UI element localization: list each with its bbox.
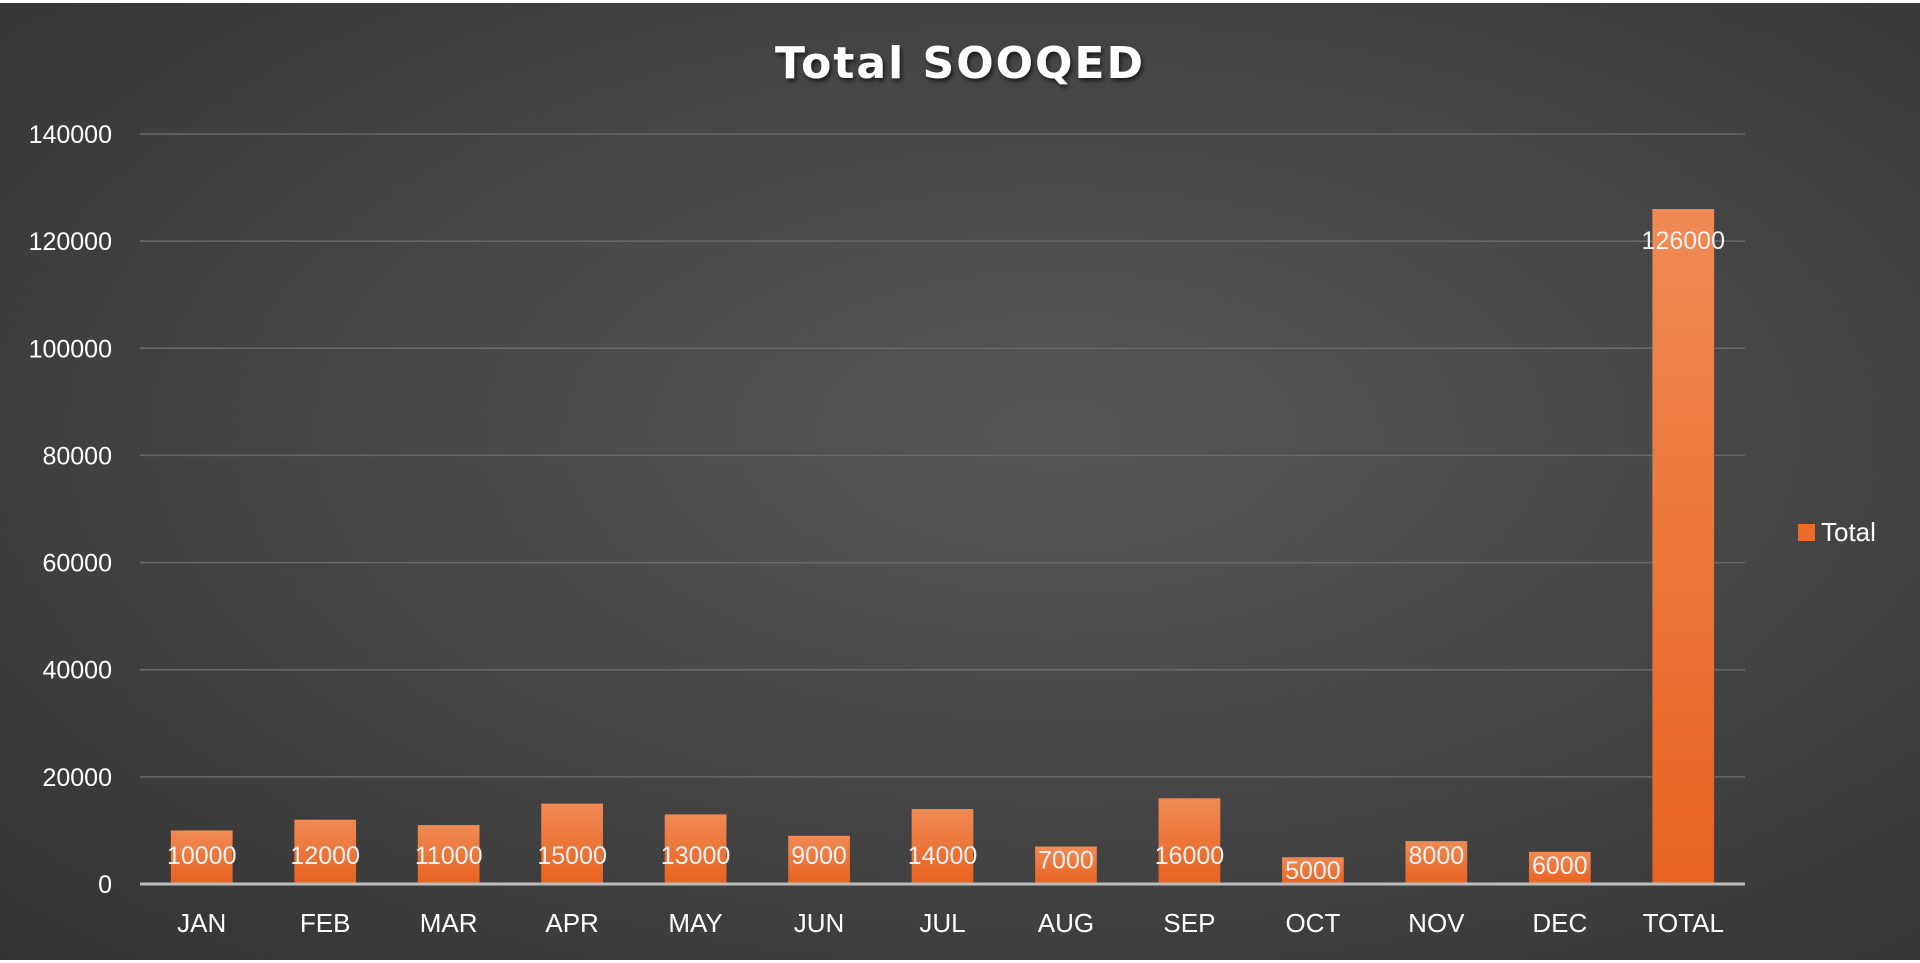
bar-may bbox=[664, 814, 727, 884]
legend: Total bbox=[1798, 517, 1876, 547]
legend-swatch bbox=[1798, 524, 1815, 541]
data-label-apr: 15000 bbox=[537, 842, 607, 870]
y-axis-tick-labels: 0 20000 40000 60000 80000 100000 120000 140000 bbox=[29, 121, 112, 899]
x-category-label-apr: APR bbox=[545, 908, 598, 938]
bar-nov bbox=[1405, 841, 1468, 884]
x-category-label-jan: JAN bbox=[177, 908, 226, 938]
chart-area: Total SOOQED 0 20000 40000 60000 80000 100000… bbox=[0, 3, 1920, 960]
x-category-label-may: MAY bbox=[668, 908, 722, 938]
chart-title: Total SOOQED bbox=[775, 38, 1145, 89]
bar-jan bbox=[170, 830, 233, 884]
bar-total bbox=[1652, 209, 1715, 884]
bars bbox=[170, 209, 1715, 884]
y-tick-label: 40000 bbox=[42, 657, 112, 685]
y-tick-label: 0 bbox=[98, 871, 112, 899]
bar-feb bbox=[294, 819, 357, 884]
bar-oct bbox=[1282, 857, 1344, 884]
y-tick-label: 80000 bbox=[42, 442, 112, 470]
y-tick-label: 60000 bbox=[42, 550, 112, 578]
x-category-label-total: TOTAL bbox=[1643, 908, 1724, 938]
data-label-total: 126000 bbox=[1642, 227, 1725, 255]
bar-mar bbox=[417, 825, 480, 884]
x-category-label-jun: JUN bbox=[794, 908, 845, 938]
bar-dec bbox=[1528, 851, 1591, 884]
bar-jun bbox=[788, 835, 850, 884]
data-label-sep: 16000 bbox=[1155, 842, 1225, 870]
data-label-mar: 11000 bbox=[415, 842, 483, 870]
x-category-label-jul: JUL bbox=[919, 908, 965, 938]
x-category-label-feb: FEB bbox=[300, 908, 351, 938]
data-label-dec: 6000 bbox=[1532, 852, 1588, 880]
data-label-feb: 12000 bbox=[290, 842, 360, 870]
y-tick-label: 20000 bbox=[42, 764, 112, 792]
x-category-label-mar: MAR bbox=[420, 908, 478, 938]
data-labels: 10000 12000 11000 15000 13000 9000 14000 7000 16… bbox=[167, 227, 1725, 885]
y-tick-label: 100000 bbox=[29, 335, 112, 363]
legend-label-total: Total bbox=[1821, 517, 1876, 547]
y-tick-label: 140000 bbox=[29, 121, 112, 149]
data-label-jul: 14000 bbox=[908, 842, 978, 870]
x-category-label-sep: SEP bbox=[1163, 908, 1215, 938]
x-category-label-dec: DEC bbox=[1532, 908, 1587, 938]
x-axis-category-labels: JAN FEB MAR APR MAY JUN JUL AUG SEP OCT NOV DEC TOTA… bbox=[177, 908, 1724, 938]
data-label-aug: 7000 bbox=[1038, 847, 1094, 875]
data-label-may: 13000 bbox=[661, 842, 731, 870]
y-tick-label: 120000 bbox=[29, 228, 112, 256]
bar-apr bbox=[541, 803, 603, 884]
x-category-label-nov: NOV bbox=[1408, 908, 1465, 938]
x-category-label-aug: AUG bbox=[1038, 908, 1094, 938]
bar-jul bbox=[911, 809, 974, 884]
gridlines bbox=[140, 133, 1745, 778]
bar-sep bbox=[1158, 798, 1221, 884]
data-label-oct: 5000 bbox=[1285, 857, 1341, 885]
x-category-label-oct: OCT bbox=[1285, 908, 1340, 938]
data-label-jun: 9000 bbox=[791, 842, 847, 870]
data-label-jan: 10000 bbox=[167, 842, 237, 870]
data-label-nov: 8000 bbox=[1409, 842, 1465, 870]
bar-aug bbox=[1035, 846, 1097, 884]
bar-chart: Total SOOQED 020000400006000080000100000… bbox=[29, 38, 1876, 938]
